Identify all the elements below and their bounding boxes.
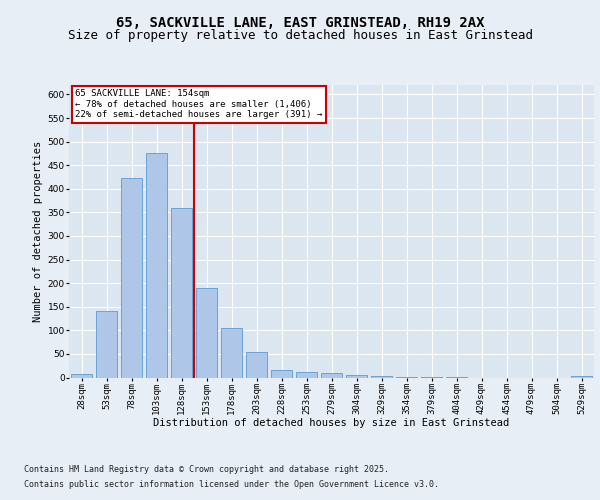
Text: 65, SACKVILLE LANE, EAST GRINSTEAD, RH19 2AX: 65, SACKVILLE LANE, EAST GRINSTEAD, RH19… xyxy=(116,16,484,30)
Bar xyxy=(71,374,92,378)
X-axis label: Distribution of detached houses by size in East Grinstead: Distribution of detached houses by size … xyxy=(154,418,509,428)
Bar xyxy=(171,208,192,378)
Bar xyxy=(96,310,117,378)
Bar xyxy=(196,288,217,378)
Bar xyxy=(221,328,242,378)
Bar xyxy=(246,352,267,378)
Text: 65 SACKVILLE LANE: 154sqm
← 78% of detached houses are smaller (1,406)
22% of se: 65 SACKVILLE LANE: 154sqm ← 78% of detac… xyxy=(76,90,323,119)
Text: Contains HM Land Registry data © Crown copyright and database right 2025.: Contains HM Land Registry data © Crown c… xyxy=(24,465,389,474)
Text: Contains public sector information licensed under the Open Government Licence v3: Contains public sector information licen… xyxy=(24,480,439,489)
Bar xyxy=(396,376,417,378)
Bar xyxy=(346,375,367,378)
Bar xyxy=(146,154,167,378)
Bar xyxy=(271,370,292,378)
Y-axis label: Number of detached properties: Number of detached properties xyxy=(34,140,43,322)
Bar xyxy=(321,373,342,378)
Bar xyxy=(121,178,142,378)
Bar xyxy=(371,376,392,378)
Bar xyxy=(571,376,592,378)
Bar xyxy=(296,372,317,378)
Text: Size of property relative to detached houses in East Grinstead: Size of property relative to detached ho… xyxy=(67,29,533,42)
